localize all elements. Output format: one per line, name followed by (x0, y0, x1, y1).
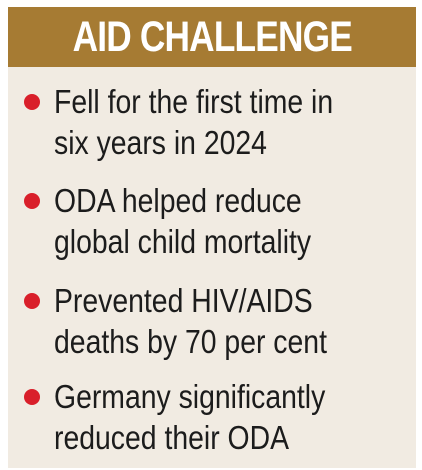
bullet-dot-icon (24, 94, 40, 110)
item-line: Germany significantly (54, 378, 326, 415)
item-line: global child mortality (54, 223, 312, 260)
bullet-dot-icon (24, 293, 40, 309)
aid-challenge-card: AID CHALLENGE Fell for the first time in… (8, 7, 416, 468)
item-line: reduced their ODA (54, 419, 290, 456)
header-bar: AID CHALLENGE (8, 7, 416, 67)
item-line: ODA helped reduce (54, 182, 302, 219)
bullet-dot-icon (24, 389, 40, 405)
bullet-dot-icon (24, 193, 40, 209)
card-title: AID CHALLENGE (72, 12, 352, 61)
item-line: Prevented HIV/AIDS (54, 282, 313, 319)
item-line: Fell for the first time in (54, 83, 334, 120)
item-text: ODA helped reduce global child mortality (54, 180, 398, 262)
item-text: Germany significantly reduced their ODA (54, 376, 398, 458)
item-text: Prevented HIV/AIDS deaths by 70 per cent (54, 280, 398, 362)
item-line: deaths by 70 per cent (54, 323, 327, 360)
item-line: six years in 2024 (54, 124, 267, 161)
item-text: Fell for the first time in six years in … (54, 81, 398, 163)
